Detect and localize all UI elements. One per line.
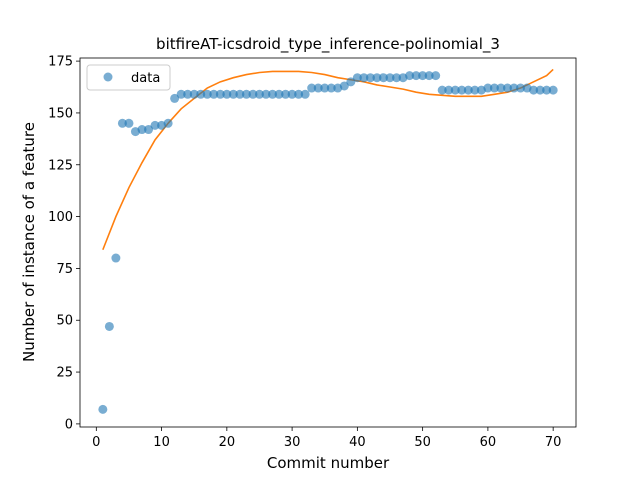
data-point [483, 83, 493, 93]
plot-frame [79, 57, 577, 428]
data-point [307, 83, 317, 93]
legend: data [86, 64, 171, 91]
y-tick-label: 0 [65, 417, 73, 432]
data-point [268, 89, 278, 99]
y-axis-label: Number of instance of a feature [20, 122, 38, 362]
fit-curve-line [102, 68, 554, 251]
y-tick-label: 100 [48, 210, 73, 225]
data-point [352, 73, 362, 83]
data-point [163, 118, 173, 128]
y-tick-label: 50 [56, 314, 73, 329]
data-point [411, 71, 421, 81]
data-point [405, 71, 415, 81]
data-point [529, 85, 539, 95]
data-point [359, 73, 369, 83]
data-point [418, 71, 428, 81]
data-point [496, 83, 506, 93]
data-point [300, 89, 310, 99]
data-point [98, 404, 108, 414]
data-point [365, 73, 375, 83]
data-point [444, 85, 454, 95]
data-point [450, 85, 460, 95]
data-point [281, 89, 291, 99]
data-point [437, 85, 447, 95]
data-point [150, 120, 160, 130]
data-point [111, 253, 121, 263]
data-point [313, 83, 323, 93]
y-tick-label: 150 [48, 106, 73, 121]
data-point [117, 118, 127, 128]
legend-marker-data [103, 72, 113, 82]
data-point [339, 81, 349, 91]
data-point [535, 85, 545, 95]
data-point [385, 73, 395, 83]
data-point [183, 89, 193, 99]
data-point [502, 83, 512, 93]
data-point [489, 83, 499, 93]
x-tick-label: 20 [219, 435, 236, 450]
data-point [470, 85, 480, 95]
data-point [209, 89, 219, 99]
y-tick-label: 175 [48, 55, 73, 70]
data-point [228, 89, 238, 99]
data-point [392, 73, 402, 83]
data-point [320, 83, 330, 93]
data-point [137, 125, 147, 135]
data-point [144, 125, 154, 135]
y-tick-label: 75 [56, 262, 73, 277]
data-point [170, 93, 180, 103]
x-tick-label: 50 [414, 435, 431, 450]
data-point [424, 71, 434, 81]
data-point [463, 85, 473, 95]
data-point [326, 83, 336, 93]
data-point [196, 89, 206, 99]
data-point [248, 89, 258, 99]
data-point [235, 89, 245, 99]
x-tick-label: 10 [153, 435, 170, 450]
y-tick-label: 125 [48, 158, 73, 173]
x-tick-label: 40 [349, 435, 366, 450]
data-point [548, 85, 558, 95]
data-point [516, 83, 526, 93]
data-point [202, 89, 212, 99]
data-point [346, 77, 356, 87]
x-tick-label: 0 [92, 435, 100, 450]
data-point [431, 71, 441, 81]
legend-label-data: data [131, 71, 160, 86]
plot-area [80, 58, 576, 427]
data-point [261, 89, 271, 99]
x-ticks: 0 10 20 30 40 50 60 70 [92, 427, 561, 450]
y-ticks: 0 25 50 75 100 125 150 175 [48, 55, 80, 432]
data-point [372, 73, 382, 83]
data-point [189, 89, 199, 99]
data-point [294, 89, 304, 99]
data-point [509, 83, 519, 93]
legend-box [86, 64, 171, 91]
data-point [378, 73, 388, 83]
x-tick-label: 30 [284, 435, 301, 450]
data-point [222, 89, 232, 99]
data-point [254, 89, 264, 99]
data-point [215, 89, 225, 99]
data-point [542, 85, 552, 95]
y-tick-label: 25 [56, 366, 73, 381]
data-point [104, 321, 114, 331]
x-axis-label: Commit number [267, 454, 390, 472]
x-tick-label: 60 [480, 435, 497, 450]
data-point [274, 89, 284, 99]
data-point [124, 118, 134, 128]
data-point [241, 89, 251, 99]
axes [79, 57, 577, 428]
data-point [457, 85, 467, 95]
chart-marks [98, 68, 558, 414]
x-tick-label: 70 [545, 435, 562, 450]
chart-title: bitfireAT-icsdroid_type_inference-polino… [156, 35, 500, 54]
data-point [287, 89, 297, 99]
data-point [176, 89, 186, 99]
